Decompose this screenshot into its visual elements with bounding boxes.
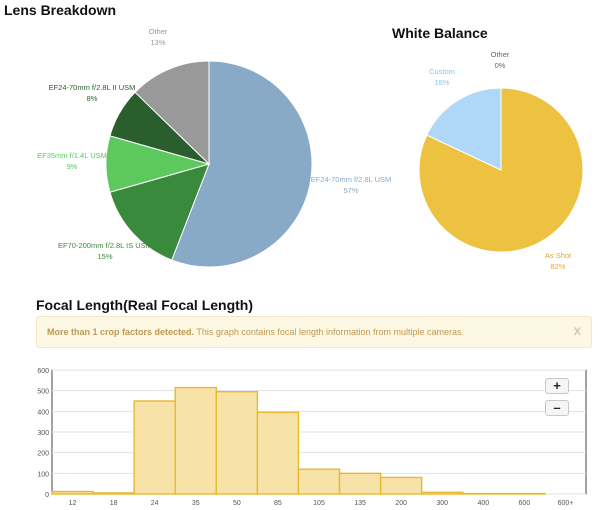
alert-strong-text: More than 1 crop factors detected. — [47, 327, 195, 337]
bar-105[interactable] — [297, 468, 341, 495]
lens-slice-1[interactable] — [109, 163, 210, 261]
x-tick-label: 35 — [192, 500, 200, 507]
y-tick-label: 0 — [45, 492, 49, 499]
alert-close-button[interactable]: X — [573, 326, 581, 338]
focal-length-bar-chart: 0 100 200 300 400 500 600 12 18 24 35 50 85 105 135 20… — [37, 368, 587, 507]
bar-35[interactable] — [174, 386, 218, 495]
lens-label-ef24-70: EF24-70mm f/2.8L USM 57% — [302, 174, 400, 196]
y-tick-label: 500 — [37, 389, 49, 396]
wb-label-as-shot-percent: 82% — [550, 262, 566, 271]
lens-label-ef70-200: EF70-200mm f/2.8L IS USM 15% — [50, 240, 160, 262]
lens-label-ef24-70-ii-percent: 8% — [86, 94, 98, 103]
x-tick-label: 400 — [477, 500, 489, 507]
wb-label-custom-percent: 18% — [434, 78, 450, 87]
lens-label-other-percent: 13% — [150, 38, 166, 47]
y-tick-label: 200 — [37, 451, 49, 458]
lens-slice-4[interactable] — [134, 60, 210, 166]
x-tick-label: 135 — [354, 500, 366, 507]
lens-slice-0[interactable] — [171, 60, 313, 268]
bar-12[interactable] — [51, 490, 94, 495]
bar-85[interactable] — [256, 411, 300, 495]
wb-label-as-shot: As Shot 82% — [538, 250, 578, 272]
y-tick-label: 300 — [37, 430, 49, 437]
x-tick-label: 85 — [274, 500, 282, 507]
lens-pie-chart — [105, 60, 584, 268]
x-tick-label: 105 — [313, 500, 325, 507]
crop-factor-alert: More than 1 crop factors detected. This … — [36, 316, 592, 348]
wb-slice-1[interactable] — [426, 87, 502, 171]
lens-label-ef24-70-percent: 57% — [343, 186, 359, 195]
y-tick-label: 100 — [37, 471, 49, 478]
alert-message-text: This graph contains focal length informa… — [194, 327, 465, 337]
lens-breakdown-title: Lens Breakdown — [4, 2, 117, 18]
lens-label-ef70-200-name: EF70-200mm f/2.8L IS USM — [58, 241, 152, 250]
wb-label-as-shot-name: As Shot — [544, 251, 572, 260]
lens-label-ef70-200-percent: 15% — [97, 252, 113, 261]
bar-300[interactable] — [420, 491, 464, 495]
x-tick-label: 12 — [69, 500, 77, 507]
lens-label-ef35-name: EF35mm f/1.4L USM — [37, 151, 107, 160]
lens-label-ef35-percent: 9% — [66, 162, 78, 171]
x-tick-label: 18 — [110, 500, 118, 507]
x-tick-label: 300 — [436, 500, 448, 507]
focal-length-title: Focal Length(Real Focal Length) — [36, 297, 254, 313]
bar-18[interactable] — [92, 492, 135, 495]
x-tick-label: 200 — [395, 500, 407, 507]
lens-label-other: Other 13% — [138, 26, 178, 48]
bar-135[interactable] — [338, 472, 382, 495]
wb-label-custom-name: Custom — [429, 67, 455, 76]
bar-200[interactable] — [379, 476, 423, 495]
y-tick-label: 600 — [37, 368, 49, 375]
x-tick-label: 600+ — [558, 500, 574, 507]
lens-label-ef24-70-ii-name: EF24-70mm f/2.8L II USM — [48, 83, 136, 92]
y-tick-label: 400 — [37, 409, 49, 416]
x-tick-label: 600 — [519, 500, 531, 507]
lens-label-ef24-70-ii: EF24-70mm f/2.8L II USM 8% — [40, 82, 144, 104]
lens-label-other-name: Other — [148, 27, 168, 36]
x-tick-label: 50 — [233, 500, 241, 507]
zoom-in-button[interactable]: + — [545, 378, 569, 394]
bar-50[interactable] — [215, 391, 259, 495]
lens-label-ef35: EF35mm f/1.4L USM 9% — [28, 150, 116, 172]
white-balance-title: White Balance — [392, 25, 488, 41]
wb-label-other: Other 0% — [484, 49, 516, 71]
lens-label-ef24-70-name: EF24-70mm f/2.8L USM — [310, 175, 392, 184]
wb-label-custom: Custom 18% — [420, 66, 464, 88]
zoom-out-button[interactable]: – — [545, 400, 569, 416]
x-tick-label: 24 — [151, 500, 159, 507]
wb-label-other-percent: 0% — [494, 61, 506, 70]
wb-label-other-name: Other — [490, 50, 510, 59]
bar-24[interactable] — [133, 400, 176, 495]
